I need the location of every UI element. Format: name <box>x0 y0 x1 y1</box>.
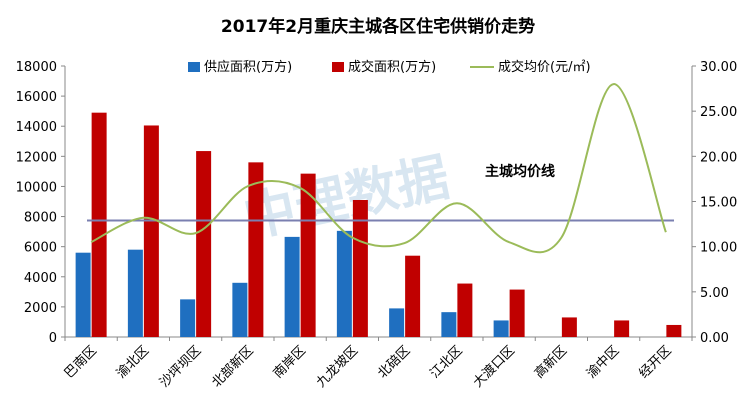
sales-bar <box>405 255 421 337</box>
sales-bar <box>196 151 212 337</box>
sales-bar <box>561 317 577 337</box>
right-tick-label: 15.00 <box>700 196 737 211</box>
supply-bar <box>336 230 352 337</box>
x-tick-label: 经开区 <box>637 343 675 381</box>
right-tick-label: 25.00 <box>700 105 737 120</box>
sales-bar <box>352 199 368 337</box>
bars <box>75 112 682 337</box>
supply-bar <box>493 320 509 337</box>
left-tick-label: 4000 <box>24 271 57 286</box>
x-tick-label: 沙坪坝区 <box>157 343 204 390</box>
legend-label: 供应面积(万方) <box>204 59 292 75</box>
supply-bar <box>127 249 143 337</box>
chart-title: 2017年2月重庆主城各区住宅供销价走势 <box>221 16 535 37</box>
right-tick-label: 0.00 <box>700 331 729 346</box>
legend: 供应面积(万方) 成交面积(万方) 成交均价(元/㎡) <box>188 59 591 75</box>
supply-bar <box>389 308 405 337</box>
sales-bar <box>666 324 682 337</box>
supply-bar <box>441 312 457 337</box>
supply-bar <box>75 252 91 337</box>
left-tick-label: 2000 <box>24 301 57 316</box>
x-tick-label: 渝北区 <box>113 343 152 382</box>
legend-label: 成交面积(万方) <box>348 59 436 75</box>
legend-label: 成交均价(元/㎡) <box>498 59 591 75</box>
legend-swatch <box>332 62 344 72</box>
left-tick-label: 18000 <box>16 60 57 75</box>
reference-line-label: 主城均价线 <box>485 163 555 180</box>
supply-bar <box>284 236 300 337</box>
x-tick-label: 北碚区 <box>375 343 413 381</box>
left-tick-label: 14000 <box>16 120 57 135</box>
sales-bar <box>457 283 473 337</box>
x-tick-label: 渝中区 <box>584 343 623 382</box>
x-tick-label: 巴南区 <box>61 343 100 382</box>
right-tick-label: 30.00 <box>700 60 737 75</box>
sales-bar <box>614 320 630 337</box>
supply-bar <box>180 299 196 337</box>
left-tick-label: 16000 <box>16 90 57 105</box>
x-tick-label: 南岸区 <box>270 343 309 382</box>
x-tick-label: 江北区 <box>428 343 466 381</box>
sales-bar <box>143 125 159 337</box>
x-tick-label: 九龙坡区 <box>314 343 361 390</box>
sales-bar <box>248 162 264 337</box>
x-tick-label: 大渡口区 <box>470 343 518 391</box>
right-tick-label: 10.00 <box>700 241 737 256</box>
average-price-line <box>90 83 667 254</box>
axes: 0 2000 4000 6000 8000 10000 12000 14000 16000 180… <box>16 60 738 391</box>
sales-bar <box>509 289 525 337</box>
left-tick-label: 8000 <box>24 211 57 226</box>
sales-bar <box>300 173 316 337</box>
right-tick-label: 5.00 <box>700 286 729 301</box>
left-tick-label: 12000 <box>16 150 57 165</box>
legend-swatch <box>188 62 200 72</box>
left-tick-label: 6000 <box>24 241 57 256</box>
supply-bar <box>232 282 248 337</box>
x-tick-label: 北部新区 <box>209 343 257 391</box>
right-tick-label: 20.00 <box>700 150 737 165</box>
lines: 主城均价线 <box>87 83 674 254</box>
left-tick-label: 10000 <box>16 180 57 195</box>
sales-bar <box>91 112 107 337</box>
left-tick-label: 0 <box>49 331 57 346</box>
x-tick-label: 高新区 <box>531 343 570 382</box>
